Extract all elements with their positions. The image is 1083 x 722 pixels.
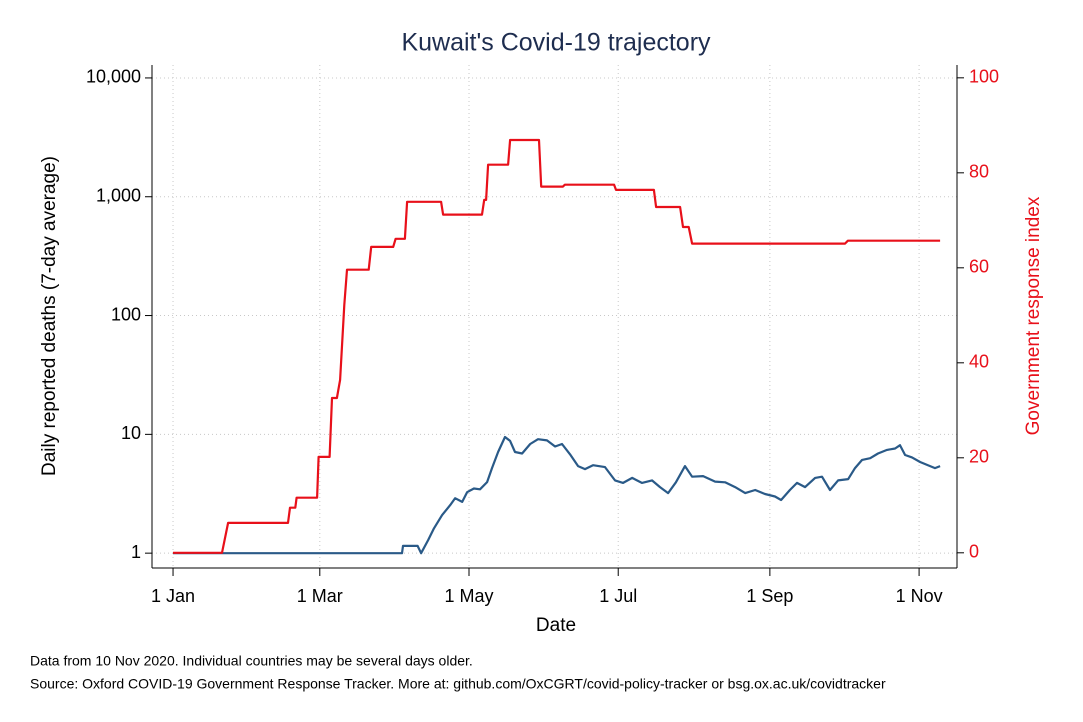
y2-tick-label: 100 [969, 67, 999, 87]
series-line [173, 435, 941, 555]
y2-tick-label: 80 [969, 162, 989, 182]
x-tick-label: 1 Sep [746, 586, 793, 606]
x-tick-label: 1 Nov [896, 586, 943, 606]
y-tick-label: 1,000 [96, 185, 141, 205]
x-tick-label: 1 May [444, 586, 493, 606]
y-tick-label: 100 [111, 304, 141, 324]
y-tick-label: 1 [131, 542, 141, 562]
x-tick-label: 1 Jul [599, 586, 637, 606]
y2-tick-label: 20 [969, 447, 989, 467]
y-tick-label: 10 [121, 423, 141, 443]
x-tick-label: 1 Mar [297, 586, 343, 606]
note: Source: Oxford COVID-19 Government Respo… [30, 676, 886, 692]
y2-axis-title: Government response index [1023, 196, 1044, 435]
chart-title: Kuwait's Covid-19 trajectory [401, 29, 711, 57]
x-axis-title: Date [536, 615, 576, 636]
y2-tick-label: 40 [969, 352, 989, 372]
y-axis-title: Daily reported deaths (7-day average) [39, 156, 60, 476]
y2-tick-label: 0 [969, 542, 979, 562]
x-tick-label: 1 Jan [151, 586, 195, 606]
series-line [173, 138, 941, 554]
y2-tick-label: 60 [969, 257, 989, 277]
y-tick-label: 10,000 [86, 67, 141, 87]
note: Data from 10 Nov 2020. Individual countr… [30, 653, 473, 669]
